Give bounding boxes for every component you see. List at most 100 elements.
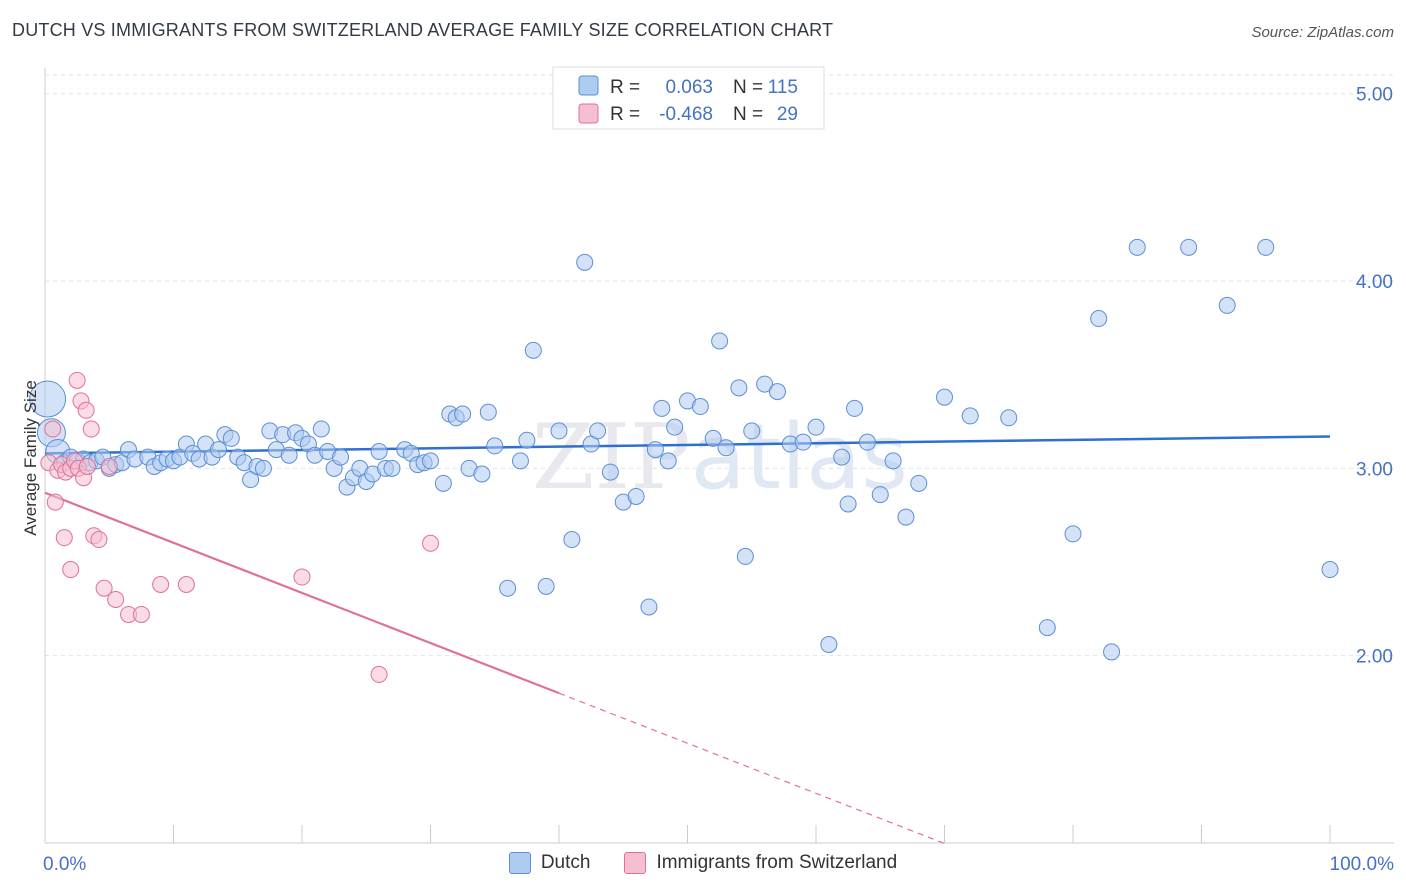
dutch-point: [454, 405, 472, 423]
swiss-trend-extension: [558, 692, 945, 845]
dutch-point: [936, 388, 953, 406]
dutch-point: [1180, 238, 1198, 256]
dutch-point: [884, 452, 902, 470]
grid-lines: [45, 74, 1394, 657]
x-tick-labels: 0.0% 100.0%: [43, 854, 1394, 875]
dutch-point: [1257, 238, 1275, 256]
y-tick-label: 5.00: [1356, 85, 1393, 106]
dutch-point: [1090, 310, 1108, 328]
dutch-point: [653, 399, 671, 417]
swiss-point: [107, 590, 125, 608]
legend-swatch-dutch: [578, 75, 599, 96]
dutch-point: [743, 422, 761, 440]
dutch-point: [383, 459, 401, 477]
dutch-point: [704, 429, 722, 447]
chart-title: DUTCH VS IMMIGRANTS FROM SWITZERLAND AVE…: [12, 20, 834, 40]
dutch-point: [479, 403, 497, 421]
swiss-point: [55, 529, 73, 547]
dutch-point: [807, 418, 825, 436]
dutch-point: [537, 577, 555, 595]
swiss-point: [77, 401, 95, 419]
dutch-point: [858, 433, 876, 451]
legend-swatch-swiss: [578, 103, 599, 124]
watermark: ZIPatlas: [532, 405, 908, 510]
legend-n-label: N =: [733, 104, 763, 125]
swiss-point: [44, 420, 62, 438]
dutch-point: [646, 441, 664, 459]
swiss-point: [62, 561, 80, 579]
data-points: [29, 238, 1339, 683]
dutch-point: [524, 341, 542, 359]
chart-source: Source: ZipAtlas.com: [1251, 24, 1394, 41]
y-tick-labels: 2.00 3.00 4.00 5.00: [1356, 85, 1393, 668]
dutch-point: [627, 487, 645, 505]
dutch-point: [576, 253, 594, 271]
dutch-point: [659, 452, 677, 470]
dutch-point: [29, 380, 67, 418]
dutch-point: [961, 407, 979, 425]
swiss-point: [100, 457, 118, 475]
top-legend: R = 0.063 N = 115 R = -0.468 N = 29: [552, 66, 825, 130]
dutch-point: [563, 531, 581, 549]
dutch-point: [589, 422, 607, 440]
dutch-point: [910, 474, 928, 492]
legend-label-swiss: Immigrants from Switzerland: [656, 852, 898, 873]
bottom-legend: Dutch Immigrants from Switzerland: [0, 852, 1406, 874]
dutch-point: [756, 375, 774, 393]
dutch-point: [312, 420, 330, 438]
dutch-point: [1103, 643, 1121, 661]
dutch-point: [370, 443, 388, 461]
dutch-point: [839, 495, 857, 513]
legend-item-dutch: Dutch: [508, 852, 591, 874]
swiss-point: [95, 579, 113, 597]
dutch-point: [332, 448, 350, 466]
swiss-point: [82, 420, 100, 438]
dutch-point: [666, 418, 684, 436]
swiss-point: [152, 576, 170, 594]
dutch-point: [1064, 525, 1082, 543]
legend-r-label: R =: [610, 77, 640, 98]
dutch-point: [711, 332, 729, 350]
dutch-trend-line: [44, 435, 1331, 455]
dutch-point: [794, 433, 812, 451]
dutch-point: [518, 431, 536, 449]
swiss-point: [370, 665, 388, 683]
legend-item-swiss: Immigrants from Switzerland: [624, 852, 897, 874]
legend-n-label: N =: [733, 77, 763, 98]
legend-n-value: 115: [768, 77, 798, 98]
dutch-point: [846, 399, 864, 417]
swiss-point: [132, 605, 150, 623]
dutch-point: [768, 383, 786, 401]
dutch-point: [499, 579, 517, 597]
legend-r-label: R =: [610, 104, 640, 125]
dutch-point: [1038, 619, 1056, 637]
dutch-point: [254, 459, 272, 477]
dutch-point: [1000, 409, 1018, 427]
dutch-point: [1321, 561, 1339, 579]
swiss-point: [177, 576, 195, 594]
dutch-point: [473, 465, 491, 483]
dutch-point: [833, 448, 851, 466]
dutch-point: [730, 379, 748, 397]
dutch-point: [640, 598, 658, 616]
dutch-point: [717, 439, 735, 457]
dutch-point: [871, 486, 889, 504]
dutch-point: [550, 422, 568, 440]
dutch-point: [434, 474, 452, 492]
legend-r-value: 0.063: [665, 77, 713, 98]
dutch-point: [897, 508, 915, 526]
dutch-point: [820, 635, 838, 653]
y-axis-label: Average Family Size: [21, 380, 40, 536]
swiss-point: [90, 531, 108, 549]
trend-lines: [44, 435, 1331, 845]
swiss-point: [78, 457, 96, 475]
dutch-point: [691, 398, 709, 416]
y-tick-label: 2.00: [1356, 647, 1393, 668]
dutch-point: [601, 463, 619, 481]
dutch-point: [422, 452, 439, 470]
swiss-point: [422, 534, 439, 552]
x-tick-label: 0.0%: [43, 854, 86, 875]
y-tick-label: 4.00: [1356, 272, 1393, 293]
legend-label-dutch: Dutch: [540, 852, 591, 873]
